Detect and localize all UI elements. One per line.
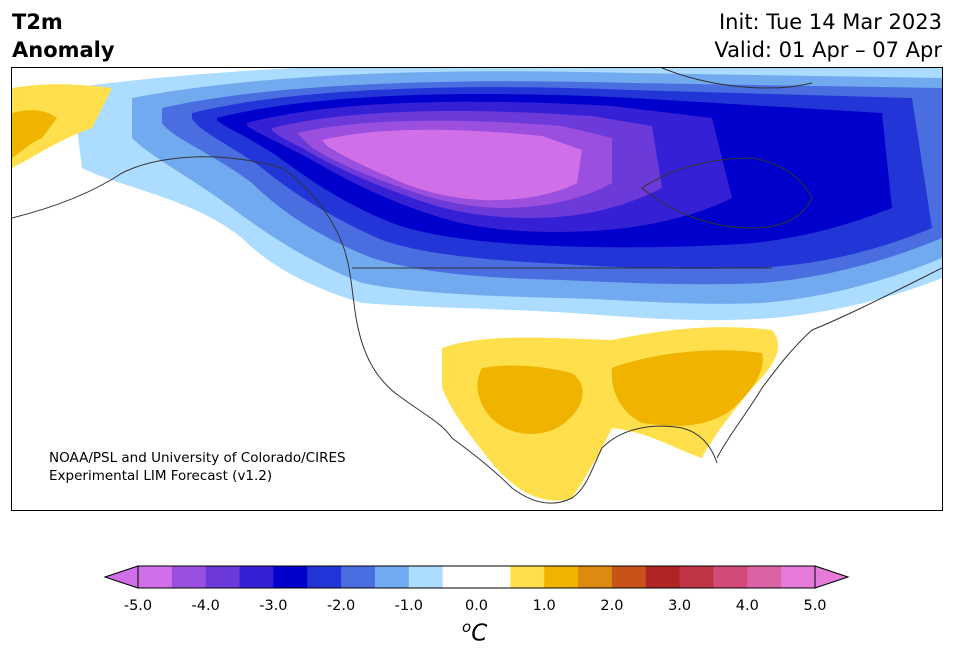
colorbar-tick-label: -5.0 (123, 598, 153, 614)
warm-anomaly-layers (12, 84, 779, 501)
colorbar-cell (307, 566, 342, 588)
forecast-dates: Init: Tue 14 Mar 2023 Valid: 01 Apr – 07… (714, 8, 942, 64)
colorbar-cell (747, 566, 782, 588)
colorbar-cell (341, 566, 376, 588)
colorbar-cell (442, 566, 477, 588)
colorbar-cell (408, 566, 444, 588)
map-svg (12, 68, 942, 504)
cold-anomaly-layers (72, 68, 942, 321)
colorbar-cell (171, 566, 207, 588)
colorbar-min-extend (103, 565, 139, 589)
colorbar-max-extend (814, 565, 850, 589)
coastlines-and-borders (12, 68, 942, 504)
colorbar-tick-label: 2.0 (600, 598, 624, 614)
credit-text: NOAA/PSL and University of Colorado/CIRE… (49, 449, 346, 485)
colorbar-tick-label: -2.0 (326, 598, 356, 614)
colorbar-cell (578, 566, 613, 588)
colorbar-tick-label: 1.0 (532, 598, 556, 614)
colorbar-cell (476, 566, 511, 588)
colorbar-tick-label: -1.0 (394, 598, 423, 614)
anomaly-map (11, 67, 943, 511)
colorbar-cell (645, 566, 681, 588)
colorbar-cell (205, 566, 241, 588)
colorbar-tick-label: 3.0 (668, 598, 692, 614)
colorbar-tick-label: 4.0 (735, 598, 759, 614)
colorbar-tick-label: -4.0 (191, 598, 220, 614)
colorbar-cell (239, 566, 274, 588)
colorbar-cell (374, 566, 410, 588)
colorbar-cells (138, 566, 816, 588)
colorbar-cell (679, 566, 714, 588)
valid-date: Valid: 01 Apr – 07 Apr (714, 38, 942, 62)
credit-line1: NOAA/PSL and University of Colorado/CIRE… (49, 450, 346, 466)
colorbar-tick-label: 0.0 (464, 598, 489, 614)
colorbar-outline (137, 565, 816, 589)
colorbar-cell (781, 566, 816, 588)
colorbar-cell (273, 566, 308, 588)
colorbar-tick-label: 5.0 (803, 598, 827, 614)
init-date: Init: Tue 14 Mar 2023 (718, 10, 942, 34)
unit-label: oC (462, 618, 488, 647)
colorbar (103, 565, 850, 589)
map-title: T2m Anomaly (12, 8, 115, 64)
colorbar-cell (713, 566, 748, 588)
colorbar-cell (611, 566, 647, 588)
title-variable: T2m (12, 10, 63, 34)
credit-line2: Experimental LIM Forecast (v1.2) (49, 468, 273, 484)
title-subtitle: Anomaly (12, 38, 115, 62)
colorbar-tick-label: -3.0 (259, 598, 288, 614)
colorbar-cell (510, 566, 545, 588)
colorbar-cell (544, 566, 579, 588)
colorbar-cell (138, 566, 173, 588)
